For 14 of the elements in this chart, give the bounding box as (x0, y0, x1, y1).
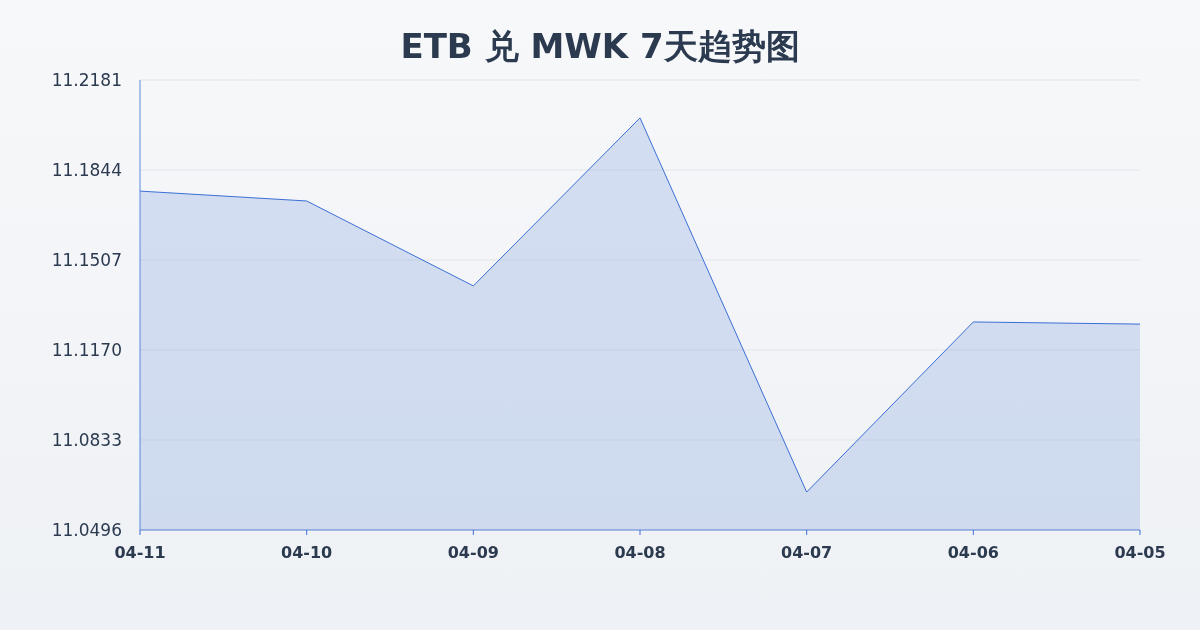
x-tick-label: 04-07 (781, 543, 833, 562)
y-tick-label: 11.0496 (51, 519, 122, 540)
y-tick-label: 11.1170 (51, 339, 122, 360)
x-tick-label: 04-06 (947, 543, 999, 562)
y-tick-label: 11.2181 (51, 69, 122, 90)
y-tick-label: 11.1844 (51, 159, 122, 180)
x-tick-label: 04-11 (114, 543, 166, 562)
x-tick-label: 04-09 (447, 543, 499, 562)
x-tick-label: 04-08 (614, 543, 666, 562)
y-tick-label: 11.0833 (51, 429, 122, 450)
y-tick-label: 11.1507 (51, 249, 122, 270)
x-tick-label: 04-10 (281, 543, 333, 562)
chart-title: ETB 兑 MWK 7天趋势图 (400, 26, 800, 66)
x-tick-label: 04-05 (1114, 543, 1166, 562)
